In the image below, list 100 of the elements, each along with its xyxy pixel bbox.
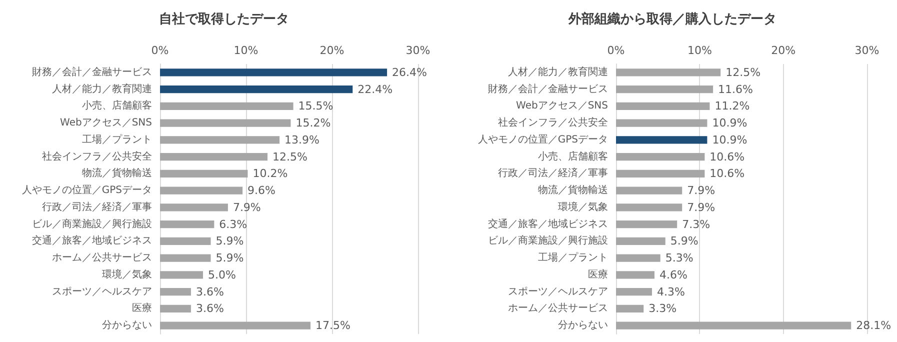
y-tick-label: 人やモノの位置／GPSデータ bbox=[478, 133, 608, 146]
data-label: 5.9% bbox=[670, 234, 698, 248]
data-label: 3.6% bbox=[196, 285, 224, 298]
bar bbox=[616, 68, 721, 76]
data-label: 26.4% bbox=[392, 66, 427, 79]
bar bbox=[616, 237, 666, 245]
y-tick-label: 小売、店舗顧客 bbox=[538, 150, 608, 162]
y-tick-label: 工場／プラント bbox=[538, 252, 608, 264]
bar bbox=[160, 102, 294, 110]
data-label: 5.3% bbox=[665, 252, 694, 265]
bar bbox=[616, 86, 714, 94]
bar bbox=[616, 304, 644, 312]
data-label: 5.9% bbox=[216, 252, 244, 265]
data-label: 10.6% bbox=[710, 167, 745, 180]
bar bbox=[160, 204, 228, 212]
bar bbox=[616, 102, 710, 110]
bar bbox=[160, 136, 280, 144]
y-tick-label: 小売、店舗顧客 bbox=[82, 100, 152, 112]
data-label: 6.3% bbox=[219, 218, 248, 231]
y-tick-label: ビル／商業施設／興行施設 bbox=[32, 218, 152, 230]
y-tick-label: 財務／会計／金融サービス bbox=[32, 66, 152, 78]
y-tick-label: ビル／商業施設／興行施設 bbox=[488, 234, 608, 247]
bar bbox=[160, 220, 214, 228]
bar bbox=[616, 271, 654, 279]
bar bbox=[616, 153, 705, 161]
y-tick-label: 医療 bbox=[588, 268, 608, 280]
y-tick-label: 交通／旅客／地域ビジネス bbox=[488, 218, 608, 230]
data-label: 7.3% bbox=[682, 218, 710, 231]
bar bbox=[616, 322, 852, 330]
y-tick-label: 工場／プラント bbox=[82, 133, 152, 146]
bar bbox=[160, 304, 191, 312]
data-label: 28.1% bbox=[856, 319, 892, 332]
x-tick-label: 10% bbox=[234, 44, 258, 57]
y-tick-label: Webアクセス／SNS bbox=[516, 100, 608, 112]
data-label: 10.9% bbox=[712, 133, 748, 146]
data-label: 22.4% bbox=[358, 82, 393, 96]
data-label: 11.2% bbox=[714, 100, 750, 113]
x-tick-label: 30% bbox=[854, 44, 880, 57]
x-tick-label: 10% bbox=[687, 44, 712, 57]
bar bbox=[160, 288, 191, 296]
data-label: 10.6% bbox=[710, 150, 745, 164]
x-tick-label: 0% bbox=[607, 44, 625, 57]
y-tick-label: 分からない bbox=[102, 319, 152, 332]
data-label: 11.6% bbox=[718, 82, 754, 96]
bar bbox=[160, 153, 268, 161]
bar bbox=[616, 136, 708, 144]
data-label: 10.2% bbox=[252, 167, 288, 180]
bar bbox=[160, 254, 211, 262]
data-label: 15.5% bbox=[298, 100, 334, 113]
data-label: 4.6% bbox=[659, 268, 688, 282]
y-tick-label: 物流／貨物輸送 bbox=[538, 184, 608, 196]
data-label: 10.9% bbox=[712, 116, 748, 130]
data-label: 7.9% bbox=[687, 200, 716, 214]
data-label: 3.3% bbox=[648, 302, 677, 316]
bar bbox=[160, 68, 388, 76]
data-label: 12.5% bbox=[726, 66, 761, 79]
y-tick-label: 分からない bbox=[558, 319, 608, 332]
y-tick-label: 人材／能力／教育関連 bbox=[508, 66, 608, 78]
data-label: 12.5% bbox=[272, 150, 308, 164]
bar bbox=[160, 186, 243, 194]
y-tick-label: 人材／能力／教育関連 bbox=[52, 82, 152, 95]
bar bbox=[616, 254, 660, 262]
bar bbox=[616, 204, 682, 212]
x-tick-label: 20% bbox=[771, 44, 796, 57]
data-label: 13.9% bbox=[284, 133, 320, 146]
x-tick-label: 20% bbox=[320, 44, 344, 57]
data-label: 9.6% bbox=[248, 184, 276, 198]
bar bbox=[616, 220, 678, 228]
data-label: 7.9% bbox=[232, 200, 261, 214]
y-tick-label: 行政／司法／経済／軍事 bbox=[498, 167, 608, 180]
bar bbox=[616, 186, 682, 194]
bar bbox=[160, 237, 211, 245]
bar bbox=[160, 170, 248, 178]
chart-title: 自社で取得したデータ bbox=[159, 11, 289, 27]
bar bbox=[616, 119, 708, 127]
y-tick-label: 行政／司法／経済／軍事 bbox=[42, 200, 152, 213]
y-tick-label: ホーム／公共サービス bbox=[508, 302, 608, 314]
bar bbox=[160, 271, 203, 279]
x-tick-label: 30% bbox=[406, 44, 430, 57]
y-tick-label: 社会インフラ／公共安全 bbox=[42, 150, 152, 162]
y-tick-label: 社会インフラ／公共安全 bbox=[498, 116, 608, 129]
data-label: 15.2% bbox=[296, 116, 331, 130]
y-tick-label: 物流／貨物輸送 bbox=[82, 167, 152, 180]
y-tick-label: 環境／気象 bbox=[102, 268, 152, 280]
data-label: 4.3% bbox=[656, 285, 685, 298]
y-tick-label: 医療 bbox=[132, 302, 152, 314]
y-tick-label: Webアクセス／SNS bbox=[60, 118, 152, 129]
data-label: 5.9% bbox=[216, 234, 244, 248]
data-label: 7.9% bbox=[687, 184, 716, 198]
x-tick-label: 0% bbox=[151, 44, 169, 57]
y-tick-label: スポーツ／ヘルスケア bbox=[508, 286, 608, 298]
y-tick-label: スポーツ／ヘルスケア bbox=[52, 286, 152, 298]
bar bbox=[616, 170, 705, 178]
bar bbox=[616, 288, 652, 296]
bar bbox=[160, 119, 291, 127]
chart-title: 外部組織から取得／購入したデータ bbox=[568, 11, 776, 27]
y-tick-label: 環境／気象 bbox=[558, 200, 608, 213]
y-tick-label: 交通／旅客／地域ビジネス bbox=[32, 234, 152, 247]
bar bbox=[160, 86, 353, 94]
bar bbox=[160, 322, 310, 330]
